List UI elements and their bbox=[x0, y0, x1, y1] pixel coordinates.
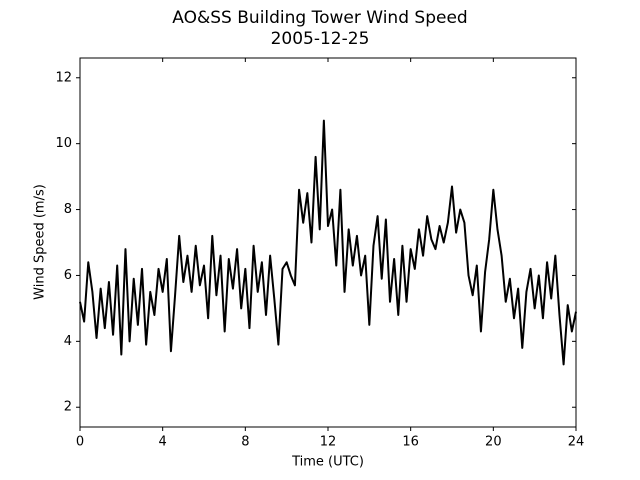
y-tick-label: 6 bbox=[64, 268, 72, 283]
y-tick-label: 8 bbox=[64, 202, 72, 217]
chart-subtitle: 2005-12-25 bbox=[271, 29, 370, 49]
y-axis-label: Wind Speed (m/s) bbox=[33, 184, 48, 300]
y-tick-label: 2 bbox=[64, 400, 72, 415]
y-tick-label: 4 bbox=[64, 334, 72, 349]
x-tick-label: 8 bbox=[241, 435, 249, 450]
x-tick-label: 4 bbox=[159, 435, 167, 450]
x-tick-label: 0 bbox=[76, 435, 84, 450]
line bbox=[79, 119, 577, 366]
plot-frame bbox=[79, 57, 577, 428]
x-tick-label: 16 bbox=[402, 435, 419, 450]
x-tick-label: 20 bbox=[485, 435, 502, 450]
y-tick-label: 12 bbox=[55, 70, 72, 85]
chart-title: AO&SS Building Tower Wind Speed bbox=[172, 8, 467, 28]
y-tick-label: 10 bbox=[55, 136, 72, 151]
x-axis-label: Time (UTC) bbox=[291, 455, 364, 470]
x-tick-label: 24 bbox=[568, 435, 585, 450]
x-tick-label: 12 bbox=[320, 435, 337, 450]
